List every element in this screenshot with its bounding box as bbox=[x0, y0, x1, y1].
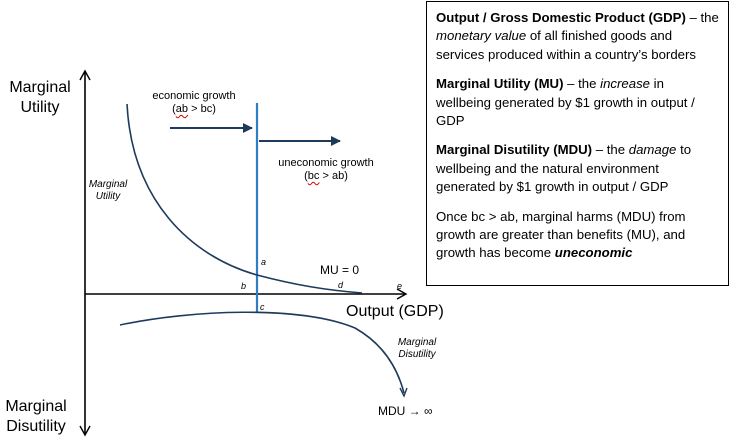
point-d-label: d bbox=[338, 280, 344, 290]
y-axis-bottom-label-line1: Marginal bbox=[5, 398, 67, 415]
uneconomic-growth-cond-word: bc bbox=[307, 170, 320, 182]
economic-growth-label: economic growth (ab > bc) bbox=[141, 90, 247, 116]
definition-mdu-emphasis: damage bbox=[628, 142, 677, 158]
definition-mu-term: Marginal Utility (MU) bbox=[436, 76, 564, 92]
definition-gdp-emphasis: monetary value bbox=[436, 28, 527, 44]
uneconomic-growth-title: uneconomic growth bbox=[278, 157, 374, 169]
definition-mu: Marginal Utility (MU) – the increase in … bbox=[436, 75, 719, 130]
mu-curve-label: Marginal Utility bbox=[86, 179, 130, 203]
point-e-label: e bbox=[397, 281, 403, 291]
mdu-infinity-label: MDU → ∞ bbox=[378, 404, 433, 418]
y-axis-top-arrowhead bbox=[79, 69, 91, 81]
definition-mdu-dash: – the bbox=[592, 142, 629, 158]
mdu-curve-label: Marginal Disutility bbox=[388, 337, 446, 361]
y-axis-top-label: Marginal Utility bbox=[2, 78, 78, 118]
definition-gdp-term: Output / Gross Domestic Product (GDP) bbox=[436, 10, 686, 25]
definition-mu-emphasis: increase bbox=[600, 76, 651, 92]
definition-conclusion: Once bc > ab, marginal harms (MDU) from … bbox=[436, 208, 719, 263]
economic-growth-cond-word: ab bbox=[175, 103, 189, 115]
definition-gdp-dash: – the bbox=[685, 10, 719, 25]
definition-conclusion-emphasis: uneconomic bbox=[554, 245, 633, 261]
marginal-utility-curve bbox=[126, 103, 363, 294]
mu-curve-label-line1: Marginal bbox=[88, 179, 128, 190]
economic-growth-title: economic growth bbox=[152, 90, 236, 102]
y-axis-top-label-line1: Marginal bbox=[9, 79, 71, 96]
definition-mdu: Marginal Disutility (MDU) – the damage t… bbox=[436, 141, 719, 196]
x-axis-label: Output (GDP) bbox=[346, 303, 444, 320]
marginal-disutility-arrowhead bbox=[399, 387, 408, 398]
definition-mu-text: in wellbeing generated by $1 growth in o… bbox=[436, 76, 695, 129]
mdu-curve-label-line1: Marginal bbox=[397, 337, 437, 348]
uneconomic-growth-condition: (bc > ab) bbox=[270, 170, 382, 183]
definition-gdp-text: of all finished goods and services produ… bbox=[436, 28, 696, 62]
definition-conclusion-text: Once bc > ab, marginal harms (MDU) from … bbox=[436, 208, 686, 261]
marginal-disutility-curve bbox=[119, 311, 405, 394]
economic-growth-condition: (ab > bc) bbox=[141, 103, 247, 116]
uneconomic-growth-cond-rest: > ab) bbox=[319, 170, 348, 182]
y-axis-bottom-label-line2: Disutility bbox=[6, 418, 66, 435]
mu-curve-label-line2: Utility bbox=[95, 191, 121, 202]
uneconomic-growth-cond-open: ( bbox=[304, 170, 308, 182]
x-axis-arrowhead bbox=[396, 288, 408, 300]
point-c-label: c bbox=[260, 302, 265, 312]
y-axis-bottom-label: Marginal Disutility bbox=[0, 397, 72, 437]
mdu-curve-label-line2: Disutility bbox=[398, 349, 436, 360]
definition-gdp: Output / Gross Domestic Product (GDP) – … bbox=[436, 9, 719, 64]
point-a-label: a bbox=[261, 257, 267, 267]
economic-growth-cond-rest: > bc) bbox=[188, 103, 216, 115]
definitions-box: Output / Gross Domestic Product (GDP) – … bbox=[426, 1, 729, 286]
point-b-label: b bbox=[241, 281, 247, 291]
definition-mdu-term: Marginal Disutility (MDU) bbox=[436, 142, 593, 158]
definition-mdu-text: to wellbeing and the natural environment… bbox=[436, 142, 692, 195]
mu-zero-label: MU = 0 bbox=[320, 263, 360, 277]
uneconomic-growth-label: uneconomic growth (bc > ab) bbox=[270, 157, 382, 183]
definition-mu-dash: – the bbox=[563, 76, 601, 92]
economic-growth-cond-open: ( bbox=[172, 103, 176, 115]
y-axis-bottom-arrowhead bbox=[79, 425, 91, 437]
y-axis-top-label-line2: Utility bbox=[20, 99, 60, 116]
